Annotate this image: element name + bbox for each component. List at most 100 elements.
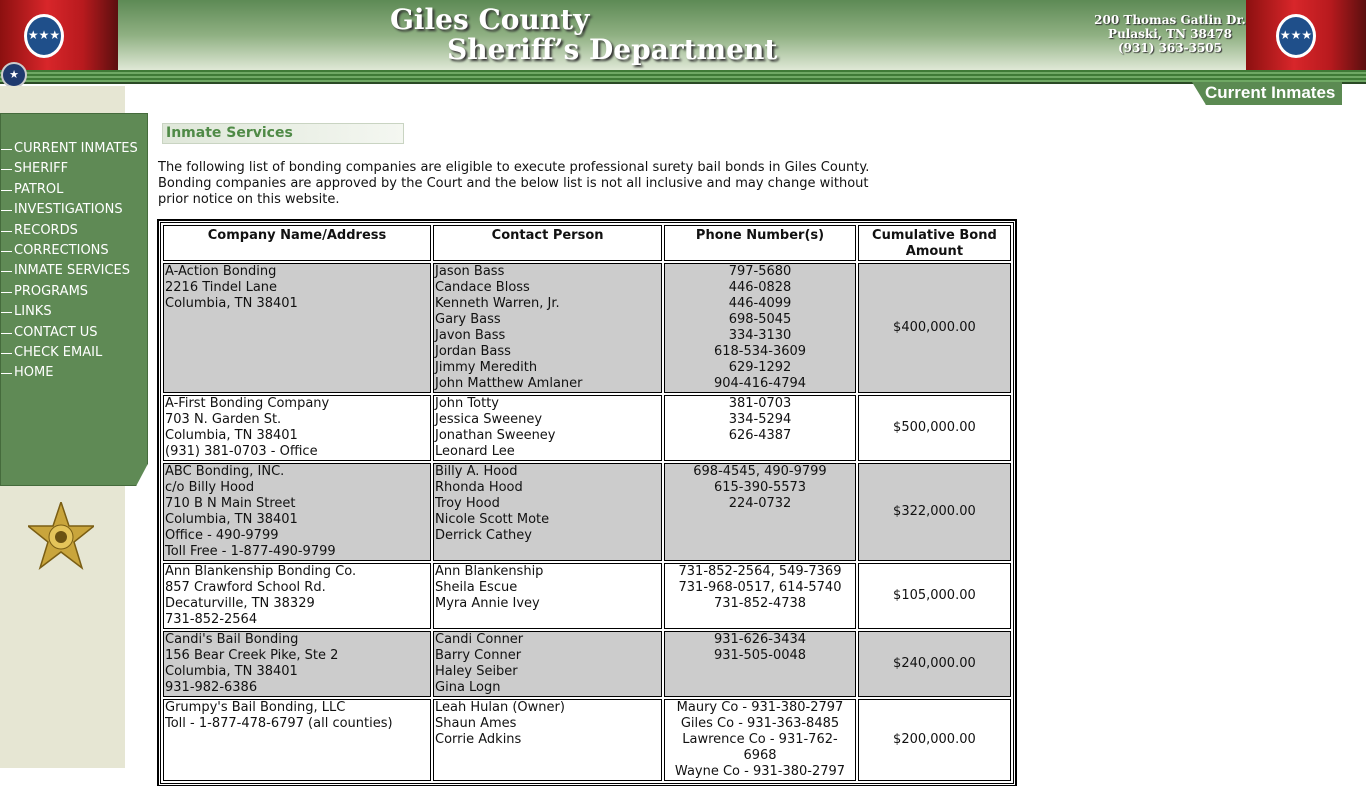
table-row: ABC Bonding, INC. c/o Billy Hood 710 B N M… [163,463,1011,561]
company-cell-line: Columbia, TN 38401 [165,428,298,443]
company-cell-line: (931) 381-0703 - Office [165,444,318,459]
contacts-cell-line: Leonard Lee [435,444,515,459]
nav-contact-us[interactable]: CONTACT US [1,323,147,343]
company-cell-line: 2216 Tindel Lane [165,280,278,295]
company-cell-line: 710 B N Main Street [165,496,296,511]
nav-investigations[interactable]: INVESTIGATIONS [1,200,147,220]
company-cell-line: Decaturville, TN 38329 [165,596,315,611]
company-cell: A-Action Bonding 2216 Tindel Lane Columbia… [163,263,432,393]
contacts-cell-line: Jason Bass [435,264,505,279]
table-header-row: Company Name/Address Contact Person Phon… [163,225,1011,261]
phones-cell-line: 626-4387 [728,428,792,443]
company-cell-line: Columbia, TN 38401 [165,664,298,679]
contacts-cell-line: Jimmy Meredith [435,360,538,375]
phones-cell-line: 904-416-4794 [713,376,807,391]
bond-amount-cell: $322,000.00 [857,463,1011,561]
section-title: Inmate Services [162,123,404,144]
company-cell: A-First Bonding Company 703 N. Garden St.… [163,395,432,461]
company-cell-line: Columbia, TN 38401 [165,512,298,527]
bond-amount-cell: $240,000.00 [857,631,1011,697]
contacts-cell-line: Shaun Ames [435,716,517,731]
nav-programs[interactable]: PROGRAMS [1,282,147,302]
phones-cell-line: 698-4545, 490-9799 [693,464,827,479]
nav-inmate-services[interactable]: INMATE SERVICES [1,261,147,281]
nav-patrol[interactable]: PATROL [1,180,147,200]
company-cell-line: Ann Blankenship Bonding Co. [165,564,357,579]
nav-corrections[interactable]: CORRECTIONS [1,241,147,261]
header-amount: Cumulative Bond Amount [857,225,1011,261]
phones-cell-line: 334-5294 [728,412,792,427]
contacts-cell-line: Sheila Escue [435,580,518,595]
phones-cell-line: 931-505-0048 [713,648,807,663]
site-title-line1: Giles County [390,3,590,36]
company-cell-line: 731-852-2564 [165,612,258,627]
phones-cell: 931-626-3434 931-505-0048 [664,631,856,697]
contacts-cell-line: Jonathan Sweeney [435,428,556,443]
contacts-cell-line: Gary Bass [435,312,501,327]
tennessee-flag-left-image: ★★★ [0,0,118,70]
sheriff-badge-icon [28,502,94,571]
company-cell-line: Office - 490-9799 [165,528,279,543]
phones-cell-line: Maury Co - 931-380-2797 [676,700,844,715]
contacts-cell-line: Haley Seiber [435,664,518,679]
company-cell-line: Columbia, TN 38401 [165,296,298,311]
phones-cell-line: 931-626-3434 [713,632,807,647]
company-cell-line: Grumpy's Bail Bonding, LLC [165,700,346,715]
company-cell-line: c/o Billy Hood [165,480,255,495]
nav-links[interactable]: LINKS [1,302,147,322]
company-cell-line: 857 Crawford School Rd. [165,580,326,595]
contacts-cell-line: Nicole Scott Mote [435,512,550,527]
contacts-cell: Candi Conner Barry Conner Haley Seiber Gina… [433,631,663,697]
nav-home[interactable]: HOME [1,363,147,383]
contacts-cell-line: Candace Bloss [435,280,530,295]
phones-cell-line: Giles Co - 931-363-8485 [680,716,840,731]
tennessee-star-icon: ★ [1,62,27,88]
contacts-cell-line: Kenneth Warren, Jr. [435,296,560,311]
nav-records[interactable]: RECORDS [1,221,147,241]
department-address: 200 Thomas Gatlin Dr. Pulaski, TN 38478 … [1090,13,1250,55]
contacts-cell-line: Derrick Cathey [435,528,532,543]
nav-check-email[interactable]: CHECK EMAIL [1,343,147,363]
phones-cell-line: 334-3130 [728,328,792,343]
contacts-cell-line: Myra Annie Ivey [435,596,540,611]
phones-cell-line: 381-0703 [728,396,792,411]
contacts-cell-line: Corrie Adkins [435,732,522,747]
contacts-cell-line: Jordan Bass [435,344,511,359]
sidebar-nav: CURRENT INMATES SHERIFF PATROL INVESTIGA… [0,113,148,486]
nav-current-inmates[interactable]: CURRENT INMATES [1,139,147,159]
contacts-cell: John Totty Jessica Sweeney Jonathan Sweene… [433,395,663,461]
nav-sheriff[interactable]: SHERIFF [1,159,147,179]
contacts-cell-line: Barry Conner [435,648,522,663]
company-cell-line: Toll Free - 1-877-490-9799 [165,544,336,559]
phones-cell-line: 731-852-4738 [713,596,807,611]
phones-cell: 731-852-2564, 549-7369 731-968-0517, 614-… [664,563,856,629]
phones-cell: 381-0703 334-5294 626-4387 [664,395,856,461]
company-cell-line: Toll - 1-877-478-6797 (all counties) [165,716,393,731]
contacts-cell: Jason Bass Candace Bloss Kenneth Warren, J… [433,263,663,393]
header-stripe [0,70,1366,84]
contacts-cell-line: Jessica Sweeney [435,412,543,427]
bond-amount-cell: $200,000.00 [857,699,1011,781]
table-row: A-Action Bonding 2216 Tindel Lane Columbia… [163,263,1011,393]
contacts-cell-line: Ann Blankenship [435,564,544,579]
company-cell-line: 931-982-6386 [165,680,258,695]
current-inmates-button[interactable]: Current Inmates [1192,82,1342,105]
contacts-cell: Leah Hulan (Owner) Shaun Ames Corrie Adkin… [433,699,663,781]
phones-cell-line: 446-4099 [728,296,792,311]
phones-cell-line: 615-390-5573 [713,480,807,495]
contacts-cell-line: John Matthew Amlaner [435,376,583,391]
table-row: Grumpy's Bail Bonding, LLC Toll - 1-877-4… [163,699,1011,781]
company-cell-line: A-First Bonding Company [165,396,330,411]
header-contact: Contact Person [433,225,663,261]
contacts-cell-line: John Totty [435,396,499,411]
phones-cell-line: 446-0828 [728,280,792,295]
company-cell-line: Candi's Bail Bonding [165,632,299,647]
phones-cell-line: 797-5680 [728,264,792,279]
table-row: Ann Blankenship Bonding Co. 857 Crawford … [163,563,1011,629]
phones-cell-line: 629-1292 [728,360,792,375]
company-cell: Ann Blankenship Bonding Co. 857 Crawford … [163,563,432,629]
contacts-cell-line: Javon Bass [435,328,506,343]
company-cell: ABC Bonding, INC. c/o Billy Hood 710 B N M… [163,463,432,561]
phones-cell-line: Lawrence Co - 931-762-6968 [682,732,838,763]
phones-cell: 797-5680 446-0828 446-4099 698-5045 334-3130… [664,263,856,393]
